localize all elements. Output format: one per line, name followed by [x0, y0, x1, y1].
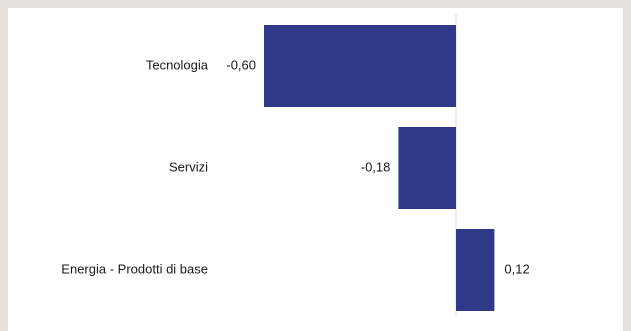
- value-label-0: -0,60: [226, 57, 256, 72]
- chart-frame: Tecnologia -0,60 Servizi -0,18 Energia - Pro…: [8, 8, 623, 331]
- bar-chart: Tecnologia -0,60 Servizi -0,18 Energia - Pro…: [61, 14, 530, 316]
- value-label-1: -0,18: [361, 159, 391, 174]
- category-label-1: Servizi: [169, 159, 208, 174]
- category-label-0: Tecnologia: [146, 57, 209, 72]
- bar-1: [398, 127, 456, 209]
- bar-0: [264, 25, 456, 107]
- category-label-2: Energia - Prodotti di base: [61, 261, 208, 276]
- bar-2: [456, 229, 495, 311]
- value-label-2: 0,12: [504, 261, 529, 276]
